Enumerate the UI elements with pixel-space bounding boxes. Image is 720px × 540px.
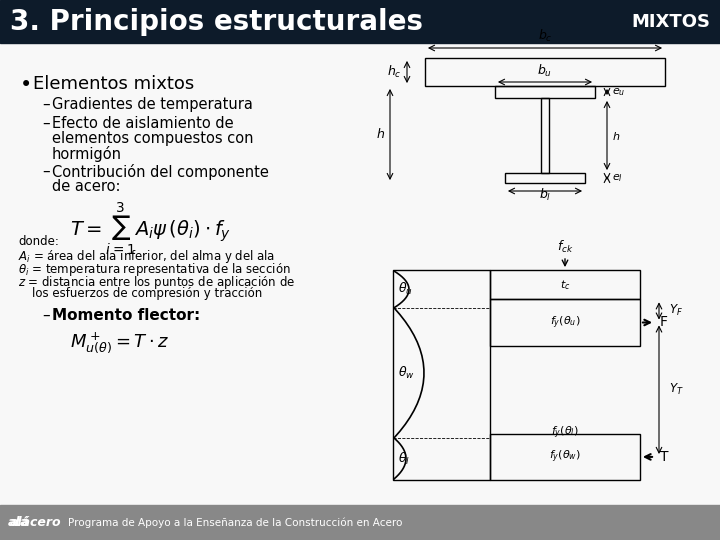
Text: Programa de Apoyo a la Enseñanza de la Construcción en Acero: Programa de Apoyo a la Enseñanza de la C… (68, 518, 402, 528)
Bar (490, 434, 640, 480)
Text: $z$ = distancia entre los puntos de aplicación de: $z$ = distancia entre los puntos de apli… (18, 274, 295, 291)
Text: $Y_F$: $Y_F$ (669, 303, 683, 319)
Text: $A_i$ = área del ala inferior, del alma y del ala: $A_i$ = área del ala inferior, del alma … (18, 248, 275, 265)
Text: $f_y(\theta_u)$: $f_y(\theta_u)$ (549, 314, 580, 330)
Text: hormigón: hormigón (52, 146, 122, 162)
Bar (393, 270, 490, 480)
Text: Elementos mixtos: Elementos mixtos (33, 75, 194, 93)
Text: Efecto de aislamiento de: Efecto de aislamiento de (52, 116, 233, 131)
Text: 3. Principios estructurales: 3. Principios estructurales (10, 8, 423, 36)
Bar (0, 43, 720, 505)
Text: $h$: $h$ (612, 130, 621, 141)
Bar (495, 86, 595, 98)
Bar (0, 505, 720, 540)
Text: $f_{ck}$: $f_{ck}$ (557, 239, 573, 255)
Text: Gradientes de temperatura: Gradientes de temperatura (52, 97, 253, 112)
Text: $f_y(\theta_l)$: $f_y(\theta_l)$ (551, 425, 579, 441)
Text: Momento flector:: Momento flector: (52, 308, 200, 323)
Text: •: • (20, 75, 32, 95)
Text: $Y_T$: $Y_T$ (669, 382, 684, 397)
Text: al: al (8, 516, 21, 530)
Text: $h$: $h$ (376, 127, 385, 141)
Text: Contribución del componente: Contribución del componente (52, 164, 269, 180)
Bar (541, 98, 549, 173)
Text: F: F (660, 315, 668, 329)
Bar (490, 270, 640, 299)
Text: $e_l$: $e_l$ (612, 172, 623, 184)
Text: $b_u$: $b_u$ (537, 63, 552, 79)
Text: T: T (660, 450, 668, 464)
Text: $b_l$: $b_l$ (539, 187, 552, 203)
Bar (0, 0, 720, 43)
Text: MIXTOS: MIXTOS (631, 13, 710, 31)
Bar (490, 299, 640, 346)
Text: $h_c$: $h_c$ (387, 64, 402, 80)
Text: alácero: alácero (10, 516, 62, 530)
Text: –: – (42, 116, 50, 131)
Text: elementos compuestos con: elementos compuestos con (52, 131, 253, 146)
Text: $T = \sum_{i=1}^{3} A_i \psi\,(\theta_i) \cdot f_y$: $T = \sum_{i=1}^{3} A_i \psi\,(\theta_i)… (70, 200, 231, 257)
Text: $\theta_w$: $\theta_w$ (398, 365, 415, 381)
Text: –: – (42, 164, 50, 179)
Text: $t_c$: $t_c$ (559, 278, 570, 292)
Text: $\theta_u$: $\theta_u$ (398, 281, 413, 297)
Text: $\theta_l$: $\theta_l$ (398, 451, 410, 467)
Text: $b_c$: $b_c$ (538, 28, 552, 44)
Text: –: – (42, 308, 50, 323)
Text: $M^+_{u(\theta)} = T \cdot z$: $M^+_{u(\theta)} = T \cdot z$ (70, 330, 169, 355)
Text: $f_y(\theta_w)$: $f_y(\theta_w)$ (549, 449, 581, 465)
Text: $e_u$: $e_u$ (612, 86, 626, 98)
Text: –: – (42, 97, 50, 112)
Bar (425, 58, 665, 86)
Bar (505, 173, 585, 183)
Text: de acero:: de acero: (52, 179, 120, 194)
Text: $\theta_i$ = temperatura representativa de la sección: $\theta_i$ = temperatura representativa … (18, 261, 291, 278)
Text: los esfuerzos de compresión y tracción: los esfuerzos de compresión y tracción (32, 287, 262, 300)
Text: donde:: donde: (18, 235, 59, 248)
Text: á: á (20, 516, 28, 530)
